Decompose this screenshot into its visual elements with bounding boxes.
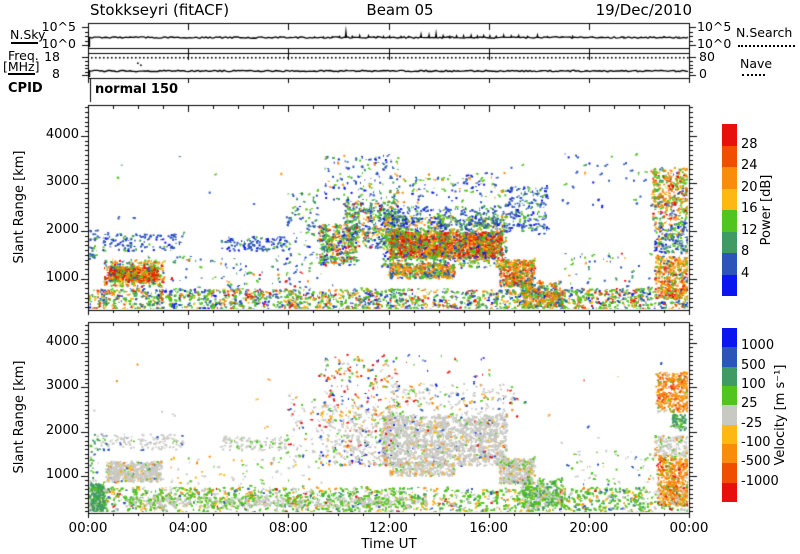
nave-tick-bottom: 0 [699, 66, 707, 81]
power-y-axis-label: Slant Range [km] [11, 150, 27, 264]
nsearch-tick-top: 10^5 [697, 19, 732, 34]
velocity-colorbar-segment [722, 463, 737, 483]
nsearch-legend-dotted-line [738, 45, 795, 47]
cpid-label: CPID [8, 81, 43, 96]
cpid-value: normal 150 [95, 82, 179, 97]
velocity-colorbar-segment [722, 328, 737, 348]
power-colorbar-tick-label: 20 [741, 179, 758, 195]
velocity-y-tick-label: 1000 [45, 466, 79, 482]
power-colorbar-segment [722, 274, 737, 296]
freq-label-line2: [MHz] [3, 59, 40, 74]
x-tick-label: 20:00 [569, 520, 609, 536]
power-colorbar [722, 124, 737, 296]
x-tick-label: 04:00 [168, 520, 208, 536]
nsearch-tick-bottom: 10^0 [697, 36, 732, 51]
velocity-colorbar-segment [722, 405, 737, 425]
power-colorbar-segment [722, 124, 737, 146]
velocity-colorbar-tick-label: -25 [741, 415, 763, 431]
nave-tick-top: 80 [699, 49, 715, 64]
x-tick-label: 00:00 [68, 520, 108, 536]
power-colorbar-segment [722, 231, 737, 253]
power-colorbar-tick-label: 12 [741, 222, 758, 238]
power-colorbar-tick-label: 16 [741, 201, 758, 216]
velocity-colorbar-tick-label: 100 [741, 377, 766, 392]
x-axis-label: Time UT [361, 536, 417, 552]
freq-legend-solid-line [8, 73, 35, 75]
x-tick-label: 08:00 [268, 520, 308, 536]
velocity-y-tick-label: 2000 [45, 422, 79, 438]
power-y-tick-label: 3000 [45, 174, 79, 190]
station-title: Stokkseyri (fitACF) [90, 1, 230, 19]
power-colorbar-segment [722, 210, 737, 232]
freq-tick-top: 18 [44, 49, 60, 64]
nsky-label: N.Sky [10, 27, 46, 42]
nave-label: Nave [740, 56, 773, 71]
velocity-colorbar-segment [722, 482, 737, 502]
freq-tick-bottom: 8 [52, 66, 60, 81]
velocity-y-axis-label: Slant Range [km] [11, 360, 27, 474]
nsky-legend-solid-line [11, 42, 38, 44]
velocity-colorbar-tick-label: -100 [741, 435, 771, 450]
velocity-colorbar-label: Velocity [m s⁻¹] [772, 364, 788, 466]
nsky-tick-top: 10^5 [41, 19, 76, 34]
velocity-colorbar [722, 328, 737, 502]
power-colorbar-tick-label: 24 [741, 158, 758, 173]
velocity-colorbar-tick-label: 25 [741, 396, 758, 412]
velocity-colorbar-tick-label: 500 [741, 357, 766, 373]
velocity-colorbar-tick-label: -1000 [741, 473, 779, 489]
x-tick-label: 00:00 [669, 520, 709, 536]
power-colorbar-segment [722, 253, 737, 275]
power-y-tick-label: 2000 [45, 222, 79, 238]
x-tick-label: 12:00 [369, 520, 408, 536]
x-tick-label: 16:00 [469, 520, 509, 536]
velocity-colorbar-tick-label: -500 [741, 454, 771, 470]
velocity-colorbar-segment [722, 385, 737, 406]
beam-label: Beam 05 [366, 1, 434, 19]
power-colorbar-segment [722, 188, 737, 210]
power-colorbar-tick-label: 8 [741, 244, 750, 259]
nave-legend-dotted-line [742, 74, 765, 76]
velocity-colorbar-tick-label: 1000 [741, 338, 775, 354]
nsearch-label: N.Search [736, 25, 793, 40]
power-y-tick-label: 1000 [45, 269, 79, 285]
date-label: 19/Dec/2010 [595, 1, 692, 19]
velocity-colorbar-segment [722, 443, 737, 464]
power-colorbar-label: Power [dB] [758, 174, 774, 246]
velocity-colorbar-segment [722, 366, 737, 386]
velocity-colorbar-segment [722, 424, 737, 444]
power-colorbar-segment [722, 145, 737, 167]
velocity-y-tick-label: 4000 [45, 334, 79, 350]
power-y-tick-label: 4000 [45, 126, 79, 142]
freq-label-line1: Freq. [8, 48, 39, 63]
power-colorbar-tick-label: 4 [741, 265, 750, 281]
power-colorbar-segment [722, 167, 737, 189]
velocity-y-tick-label: 3000 [45, 378, 79, 394]
power-colorbar-tick-label: 28 [741, 136, 758, 152]
nsky-tick-bottom: 10^0 [41, 36, 76, 51]
velocity-colorbar-segment [722, 347, 737, 367]
